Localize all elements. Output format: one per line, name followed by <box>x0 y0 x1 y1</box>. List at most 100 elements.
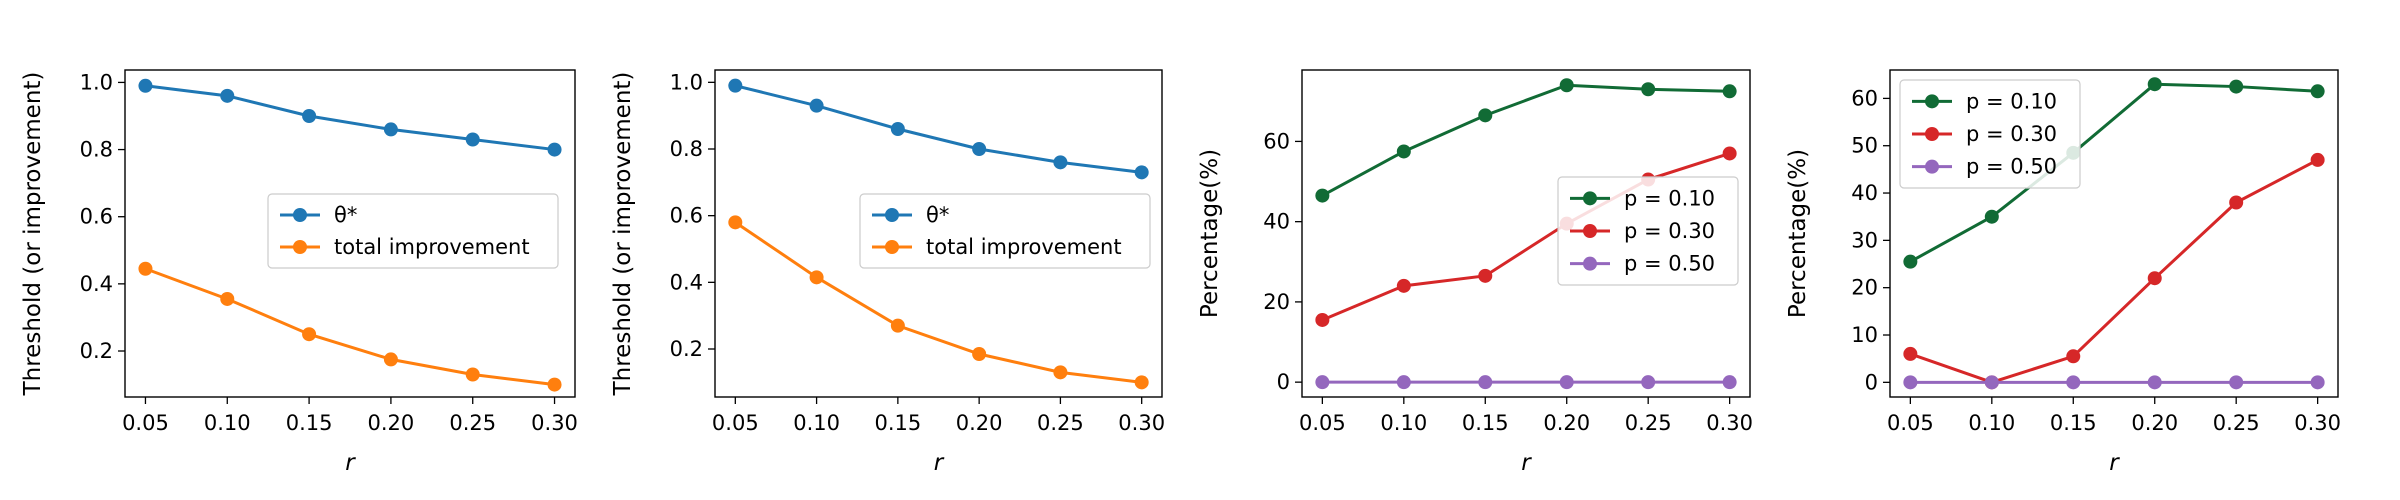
x-tick-label: 0.30 <box>1706 411 1753 435</box>
data-point <box>1478 268 1493 283</box>
series-line <box>1909 158 2319 384</box>
legend-label: θ* <box>334 203 357 227</box>
data-point <box>1641 82 1656 97</box>
data-point <box>2147 77 2162 92</box>
legend-label: total improvement <box>334 235 530 259</box>
legend-box <box>859 193 1151 269</box>
x-tick-label: 0.20 <box>956 411 1003 435</box>
legend-marker <box>1583 191 1597 206</box>
data-point <box>1722 375 1737 390</box>
series-3 <box>1315 375 1737 390</box>
data-point <box>1396 144 1411 159</box>
x-tick-label: 0.05 <box>1887 411 1934 435</box>
x-tick-label: 0.10 <box>1380 411 1427 435</box>
x-tick-label: 0.30 <box>531 411 578 435</box>
data-point <box>1722 146 1737 161</box>
y-tick-label: 40 <box>1263 210 1290 234</box>
data-point <box>220 291 235 306</box>
x-tick-label: 0.05 <box>122 411 169 435</box>
legend-marker <box>293 240 307 254</box>
data-point <box>1478 375 1493 390</box>
x-tick-label: 0.20 <box>2131 411 2178 435</box>
data-point <box>2310 84 2325 99</box>
series-line <box>1909 82 2318 263</box>
data-point <box>1903 254 1918 269</box>
x-axis-label: r <box>934 450 945 476</box>
data-point <box>547 142 562 157</box>
legend-marker <box>1925 94 1939 109</box>
data-point <box>809 270 824 285</box>
x-tick-label: 0.15 <box>1462 411 1509 435</box>
data-point <box>2229 79 2244 94</box>
data-point <box>383 122 398 137</box>
legend-marker <box>885 240 899 254</box>
data-point <box>383 352 398 367</box>
series-1 <box>728 78 1149 180</box>
data-point <box>1053 365 1068 380</box>
y-axis-label: Threshold (or improvement) <box>610 72 636 397</box>
data-point <box>465 132 480 147</box>
data-point <box>1559 78 1574 93</box>
x-axis-label: r <box>2109 450 2120 476</box>
series-line <box>1321 152 1731 322</box>
data-point <box>1134 165 1149 180</box>
legend-label: p = 0.30 <box>1624 219 1715 243</box>
series-1 <box>1903 77 2325 269</box>
data-point <box>302 327 317 342</box>
y-tick-label: 30 <box>1851 228 1878 252</box>
data-point <box>1134 375 1149 390</box>
y-tick-label: 0.4 <box>80 272 113 296</box>
series-1 <box>138 78 562 157</box>
chart-panel-3: 0.05 0.10 0.15 0.20 0.25 0.30 0 20 40 60 r Percenta… <box>1197 69 1753 476</box>
x-tick-label: 0.25 <box>1037 411 1084 435</box>
x-tick-label: 0.15 <box>286 411 333 435</box>
data-point <box>2147 375 2162 390</box>
data-point <box>302 108 317 123</box>
data-point <box>728 215 743 230</box>
chart-panel-2: 0.05 0.10 0.15 0.20 0.25 0.30 0.2 0.4 0.6 0.8 1.0 r… <box>610 69 1165 476</box>
data-point <box>2310 152 2325 167</box>
x-tick-label: 0.25 <box>2213 411 2260 435</box>
data-point <box>220 88 235 103</box>
y-tick-label: 20 <box>1263 290 1290 314</box>
legend-label: p = 0.30 <box>1966 122 2057 146</box>
data-point <box>1315 312 1330 327</box>
x-tick-label: 0.30 <box>1118 411 1165 435</box>
legend-label: total improvement <box>926 235 1122 259</box>
data-point <box>809 98 824 113</box>
legend: p = 0.10 p = 0.30 p = 0.50 <box>1557 176 1739 286</box>
data-point <box>1396 375 1411 390</box>
legend-box <box>1899 79 2081 189</box>
data-point <box>890 318 905 333</box>
x-tick-label: 0.10 <box>793 411 840 435</box>
y-tick-label: 20 <box>1851 276 1878 300</box>
y-tick-label: 0.6 <box>80 205 113 229</box>
data-point <box>1559 375 1574 390</box>
data-point <box>2229 195 2244 210</box>
x-tick-label: 0.25 <box>1625 411 1672 435</box>
x-tick-label: 0.30 <box>2294 411 2341 435</box>
x-tick-label: 0.15 <box>2050 411 2097 435</box>
legend-label: p = 0.10 <box>1624 186 1715 210</box>
series-line <box>145 84 555 152</box>
x-tick-label: 0.20 <box>368 411 415 435</box>
x-axis-label: r <box>345 450 356 476</box>
data-point <box>1722 84 1737 99</box>
x-tick-label: 0.20 <box>1543 411 1590 435</box>
legend-box <box>267 193 559 269</box>
axes-frame <box>714 69 1163 398</box>
y-axis-label: Percentage(%) <box>1197 149 1223 318</box>
data-point <box>1315 188 1330 203</box>
legend-marker <box>885 208 899 222</box>
data-point <box>1903 375 1918 390</box>
y-tick-label: 0.8 <box>80 138 113 162</box>
y-tick-label: 0.2 <box>80 339 113 363</box>
data-point <box>2229 375 2244 390</box>
series-line <box>144 267 555 387</box>
data-point <box>1984 375 1999 390</box>
y-tick-label: 60 <box>1263 129 1290 153</box>
legend-label: p = 0.50 <box>1624 252 1715 276</box>
axes-frame <box>1301 69 1751 398</box>
series-1 <box>1315 78 1737 203</box>
